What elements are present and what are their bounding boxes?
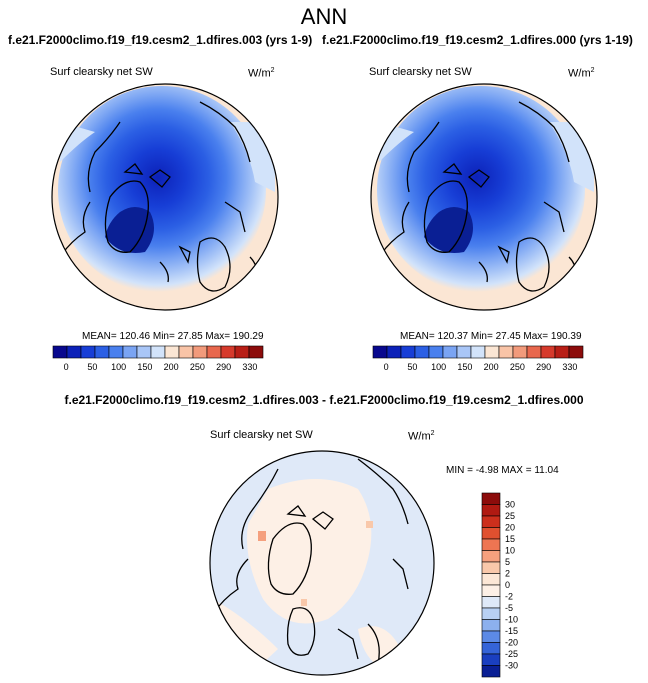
diff-polar-map — [209, 450, 435, 676]
colorbar-swatch — [234, 345, 250, 359]
colorbar-swatch — [428, 345, 444, 359]
colorbar-swatch — [568, 345, 584, 359]
colorbar-tick-label: 50 — [87, 362, 97, 372]
colorbar-swatch — [526, 345, 542, 359]
colorbar-tick-label: -2 — [505, 592, 513, 602]
colorbar-swatch — [94, 345, 110, 359]
colorbar-swatch — [386, 345, 402, 359]
colorbar-tick-label: 250 — [510, 362, 525, 372]
diff-stats: MIN = -4.98 MAX = 11.04 — [446, 465, 559, 476]
colorbar-swatch — [108, 345, 124, 359]
colorbar-tick-label: -20 — [505, 638, 518, 648]
colorbar-swatch — [178, 345, 194, 359]
colorbar-tick-label: 0 — [384, 362, 389, 372]
colorbar-swatch — [481, 527, 501, 540]
colorbar-swatch — [481, 538, 501, 551]
colorbar-swatch — [470, 345, 486, 359]
colorbar-swatch — [481, 550, 501, 563]
colorbar-swatch — [150, 345, 166, 359]
colorbar-tick-label: -15 — [505, 626, 518, 636]
panel-1-units: W/m2 — [248, 67, 275, 80]
colorbar-swatch — [481, 665, 501, 678]
colorbar-swatch — [481, 596, 501, 609]
colorbar-tick-label: 50 — [407, 362, 417, 372]
colorbar-tick-label: -30 — [505, 661, 518, 671]
colorbar-tick-label: -5 — [505, 603, 513, 613]
colorbar-tick-label: 2 — [505, 569, 510, 579]
colorbar-swatch — [220, 345, 236, 359]
panel-2-stats: MEAN= 120.37 Min= 27.45 Max= 190.39 — [400, 331, 582, 342]
colorbar-swatch — [400, 345, 416, 359]
panel-2-units: W/m2 — [568, 67, 595, 80]
panel-1-variable-label: Surf clearsky net SW — [50, 66, 153, 78]
colorbar-swatch — [481, 561, 501, 574]
colorbar-swatch — [481, 584, 501, 597]
colorbar-tick-label: 0 — [64, 362, 69, 372]
colorbar-swatch — [66, 345, 82, 359]
colorbar-swatch — [484, 345, 500, 359]
colorbar-tick-label: 150 — [137, 362, 152, 372]
panel-2-colorbar: 0 50 100 150 200 250 290 330 — [372, 345, 584, 372]
colorbar-swatch — [122, 345, 138, 359]
colorbar-tick-label: -10 — [505, 615, 518, 625]
colorbar-tick-label: 30 — [505, 500, 515, 510]
colorbar-swatch — [164, 345, 180, 359]
colorbar-swatch — [248, 345, 264, 359]
colorbar-swatch — [481, 642, 501, 655]
colorbar-swatch — [540, 345, 556, 359]
colorbar-tick-label: 100 — [431, 362, 446, 372]
colorbar-tick-label: 10 — [505, 546, 515, 556]
colorbar-tick-label: 200 — [484, 362, 499, 372]
colorbar-swatch — [554, 345, 570, 359]
colorbar-swatch — [442, 345, 458, 359]
colorbar-tick-label: 150 — [457, 362, 472, 372]
colorbar-swatch — [481, 515, 501, 528]
panel-2-variable-label: Surf clearsky net SW — [369, 66, 472, 78]
panel-1-stats: MEAN= 120.46 Min= 27.85 Max= 190.29 — [82, 331, 264, 342]
colorbar-swatch — [481, 492, 501, 505]
colorbar-swatch — [481, 619, 501, 632]
colorbar-tick-label: 290 — [216, 362, 231, 372]
page-title: ANN — [300, 4, 348, 29]
colorbar-swatch — [498, 345, 514, 359]
panel-1-colorbar: 0 50 100 150 200 250 290 330 — [52, 345, 264, 372]
diff-variable-label: Surf clearsky net SW — [210, 429, 313, 441]
panel-1-title: f.e21.F2000climo.f19_f19.cesm2_1.dfires.… — [8, 33, 313, 47]
colorbar-swatch — [52, 345, 68, 359]
diff-units: W/m2 — [408, 430, 435, 443]
panel-2-title: f.e21.F2000climo.f19_f19.cesm2_1.dfires.… — [322, 33, 633, 47]
colorbar-tick-label: 290 — [536, 362, 551, 372]
colorbar-tick-label: 100 — [111, 362, 126, 372]
colorbar-swatch — [481, 653, 501, 666]
colorbar-swatch — [481, 504, 501, 517]
colorbar-swatch — [372, 345, 388, 359]
colorbar-swatch — [481, 630, 501, 643]
colorbar-swatch — [481, 573, 501, 586]
colorbar-tick-label: 20 — [505, 523, 515, 533]
colorbar-tick-label: 330 — [562, 362, 577, 372]
colorbar-swatch — [481, 607, 501, 620]
colorbar-tick-label: 5 — [505, 557, 510, 567]
colorbar-swatch — [512, 345, 528, 359]
colorbar-tick-label: 250 — [190, 362, 205, 372]
colorbar-tick-label: 0 — [505, 580, 510, 590]
colorbar-swatch — [456, 345, 472, 359]
panel-1-polar-map — [51, 83, 279, 311]
colorbar-tick-label: 330 — [242, 362, 257, 372]
colorbar-tick-label: 25 — [505, 511, 515, 521]
panel-2-polar-map — [370, 83, 598, 311]
colorbar-swatch — [136, 345, 152, 359]
colorbar-swatch — [192, 345, 208, 359]
colorbar-swatch — [80, 345, 96, 359]
colorbar-tick-label: -25 — [505, 649, 518, 659]
diff-panel-title: f.e21.F2000climo.f19_f19.cesm2_1.dfires.… — [64, 393, 584, 407]
colorbar-swatch — [414, 345, 430, 359]
colorbar-swatch — [206, 345, 222, 359]
colorbar-tick-label: 15 — [505, 534, 515, 544]
colorbar-tick-label: 200 — [164, 362, 179, 372]
